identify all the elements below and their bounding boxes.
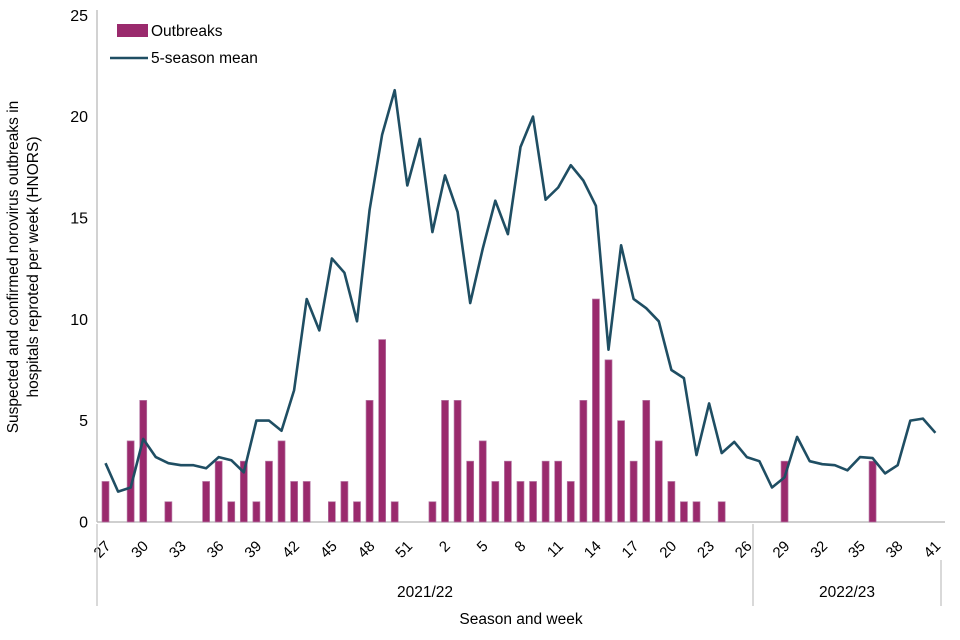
bars-group — [101, 298, 877, 523]
bar-week-39 — [252, 501, 261, 523]
y-axis-title-line1: Suspected and confirmed norovirus outbre… — [5, 101, 22, 434]
x-tick-labels: 27 30 33 36 39 42 45 48 51 2 5 8 11 14 17 20 23 26 29 32 35 3… — [91, 538, 945, 562]
y-axis-title: Suspected and confirmed norovirus outbre… — [5, 101, 42, 434]
x-tick-label-5-30: 5 — [474, 538, 492, 556]
bar-week-1 — [428, 501, 437, 523]
x-tick-label-38-63: 38 — [883, 538, 907, 562]
x-tick-label-17-42: 17 — [619, 538, 643, 562]
y-tick-label-25: 25 — [70, 8, 88, 25]
legend-line-label: 5-season mean — [151, 50, 258, 67]
bar-week-6 — [491, 481, 500, 523]
y-tick-label-5: 5 — [79, 413, 88, 430]
x-tick-label-11-36: 11 — [544, 538, 567, 561]
bar-week-16 — [617, 420, 625, 523]
bar-week-48 — [365, 400, 374, 523]
season-label-2021-22: 2021/22 — [397, 584, 453, 601]
bar-week-46 — [340, 481, 349, 523]
bar-week-17 — [629, 460, 638, 523]
y-tick-label-10: 10 — [70, 312, 88, 329]
bar-week-38 — [239, 460, 248, 523]
bar-week-40 — [265, 460, 273, 523]
y-tick-label-0: 0 — [79, 515, 88, 532]
x-tick-label-35-60: 35 — [845, 538, 869, 562]
x-axis-title: Season and week — [459, 611, 582, 628]
y-tick-label-15: 15 — [70, 210, 88, 227]
bar-week-10 — [541, 460, 550, 523]
bar-week-43 — [302, 481, 311, 523]
bar-week-15 — [604, 359, 613, 523]
x-tick-label-48-21: 48 — [355, 538, 379, 562]
y-tick-labels: 0 5 10 15 20 25 — [70, 8, 88, 532]
y-axis-title-line2: hospitals reproted per week (HNORS) — [25, 136, 42, 397]
bar-week-22 — [692, 501, 701, 523]
x-tick-label-33-6: 33 — [166, 538, 190, 562]
bar-week-49 — [378, 339, 386, 523]
bar-week-3 — [453, 400, 462, 523]
x-tick-label-26-51: 26 — [732, 538, 756, 562]
bar-week-29 — [780, 460, 789, 523]
x-tick-label-29-54: 29 — [770, 538, 794, 562]
bar-week-42 — [290, 481, 298, 523]
bar-week-20 — [667, 481, 676, 523]
x-tick-label-32-57: 32 — [807, 538, 831, 562]
bar-week-12 — [566, 481, 575, 523]
bar-week-29 — [126, 440, 135, 523]
x-tick-label-2-27: 2 — [436, 538, 454, 556]
x-tick-label-42-15: 42 — [279, 538, 303, 562]
bar-week-14 — [592, 298, 600, 523]
legend-bar-label: Outbreaks — [151, 23, 223, 40]
bar-week-4 — [466, 460, 475, 523]
bar-week-13 — [579, 400, 588, 523]
y-tick-label-20: 20 — [70, 109, 88, 126]
bar-week-5 — [478, 440, 487, 523]
x-tick-label-23-48: 23 — [694, 538, 718, 562]
x-tick-label-39-12: 39 — [241, 538, 265, 562]
season-axis-group: 2021/22 2022/23 — [96, 524, 942, 606]
bar-week-35 — [202, 481, 210, 523]
x-tick-label-20-45: 20 — [656, 538, 680, 562]
bar-week-41 — [277, 440, 286, 523]
legend: Outbreaks 5-season mean — [110, 23, 258, 67]
x-tick-label-36-9: 36 — [204, 538, 228, 562]
bar-week-32 — [164, 501, 173, 523]
x-tick-label-8-33: 8 — [511, 538, 529, 556]
bar-week-18 — [642, 400, 651, 523]
x-tick-label-27-0: 27 — [91, 538, 115, 562]
bar-week-19 — [654, 440, 663, 523]
bar-week-11 — [554, 460, 563, 523]
bar-week-50 — [390, 501, 399, 523]
x-tick-label-51-24: 51 — [392, 538, 416, 562]
bar-week-36 — [214, 460, 223, 523]
x-tick-label-14-39: 14 — [581, 538, 605, 562]
bar-week-21 — [680, 501, 688, 523]
legend-bar-swatch — [117, 24, 148, 37]
bar-week-8 — [516, 481, 525, 523]
x-tick-label-30-3: 30 — [128, 538, 152, 562]
bar-week-27 — [101, 481, 110, 523]
bar-week-30 — [139, 400, 148, 523]
bar-week-24 — [717, 501, 726, 523]
bar-week-45 — [328, 501, 336, 523]
bar-week-9 — [529, 481, 537, 523]
bar-week-37 — [227, 501, 236, 523]
bar-week-7 — [504, 460, 512, 523]
x-tick-label-45-18: 45 — [317, 538, 341, 562]
bar-week-47 — [353, 501, 361, 523]
mean-line — [104, 88, 937, 493]
x-tick-label-41-66: 41 — [920, 538, 944, 562]
bar-week-36 — [868, 460, 877, 523]
bar-week-2 — [441, 400, 449, 523]
season-label-2022-23: 2022/23 — [819, 584, 875, 601]
